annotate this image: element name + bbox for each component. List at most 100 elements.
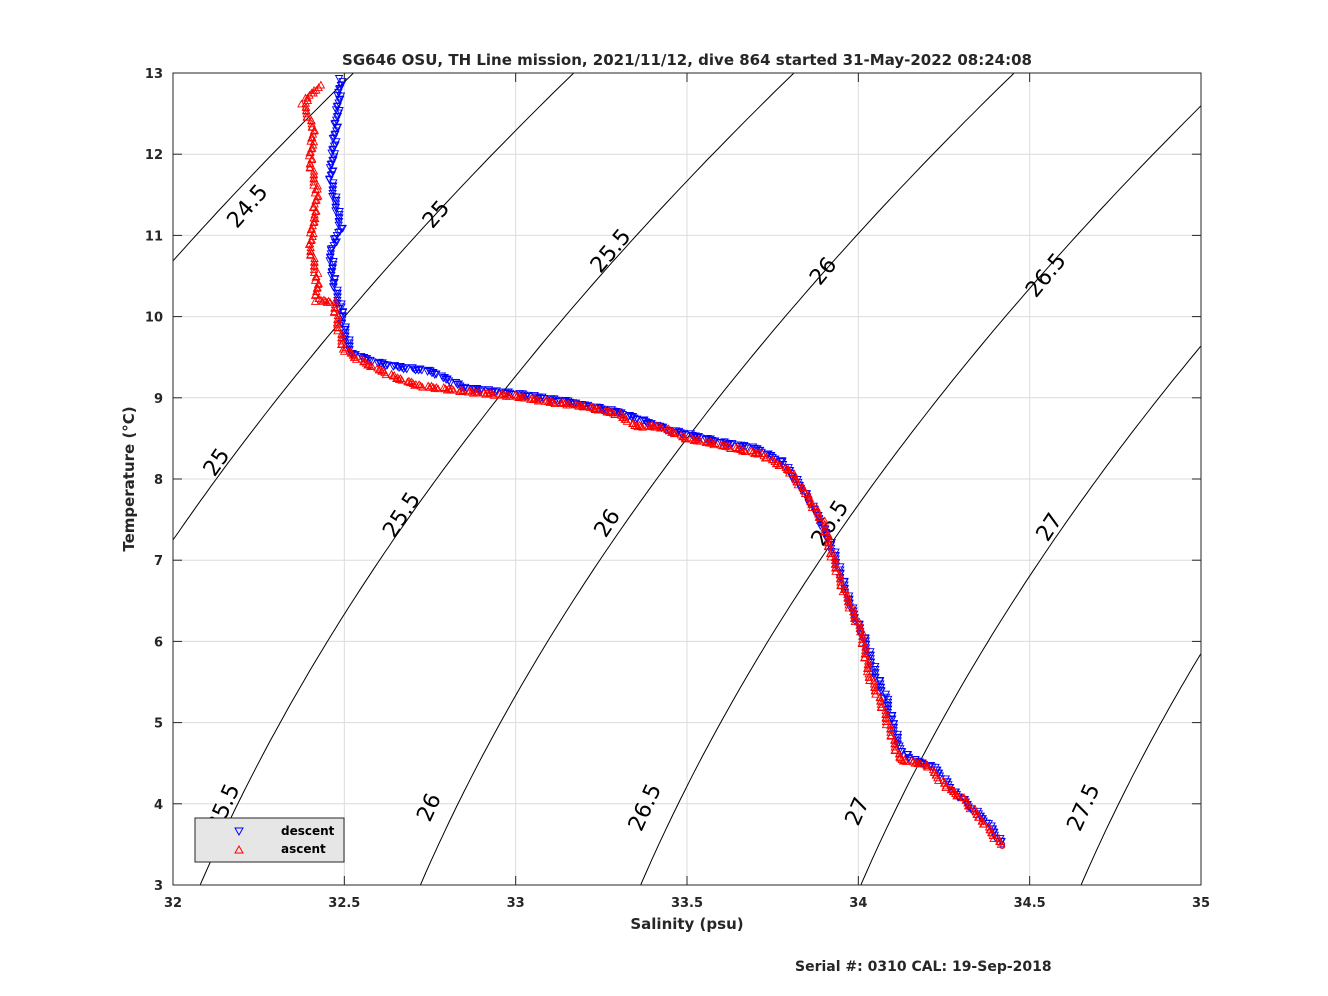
ascent-marker bbox=[941, 781, 951, 790]
ascent-marker bbox=[710, 439, 720, 448]
ascent-marker bbox=[806, 497, 816, 506]
ascent-marker bbox=[381, 370, 391, 379]
descent-marker bbox=[695, 434, 705, 443]
y-tick-label: 8 bbox=[154, 473, 163, 488]
ascent-marker bbox=[307, 133, 316, 142]
ascent-marker bbox=[465, 386, 475, 395]
ascent-marker bbox=[815, 515, 825, 524]
ascent-marker bbox=[622, 416, 632, 425]
ascent-marker bbox=[863, 660, 873, 669]
ascent-marker bbox=[432, 382, 441, 391]
legend-marker-ascent bbox=[234, 844, 244, 854]
ascent-marker bbox=[815, 513, 824, 521]
legend-label-ascent: ascent bbox=[281, 842, 326, 856]
contour-line-27.5 bbox=[1080, 652, 1201, 885]
ascent-marker bbox=[671, 428, 680, 437]
ascent-marker bbox=[900, 755, 909, 764]
ascent-marker bbox=[309, 126, 319, 135]
ascent-marker bbox=[648, 421, 658, 430]
ascent-marker bbox=[414, 380, 424, 389]
ascent-marker bbox=[739, 445, 749, 454]
ascent-marker bbox=[916, 759, 926, 768]
ascent-marker bbox=[635, 420, 644, 429]
ascent-marker bbox=[631, 421, 641, 430]
ascent-marker bbox=[863, 656, 873, 665]
ascent-marker bbox=[297, 99, 306, 108]
ascent-marker bbox=[886, 727, 895, 736]
ascent-marker bbox=[418, 382, 427, 391]
ascent-marker bbox=[571, 399, 580, 408]
ascent-marker bbox=[804, 490, 813, 499]
descent-marker bbox=[381, 362, 391, 371]
ascent-marker bbox=[907, 755, 917, 764]
ascent-marker bbox=[820, 523, 829, 532]
descent-marker bbox=[379, 360, 389, 369]
ascent-marker bbox=[784, 468, 794, 477]
ascent-marker bbox=[999, 843, 1006, 849]
descent-marker bbox=[446, 379, 455, 388]
ascent-marker bbox=[309, 229, 318, 237]
contour-line-27 bbox=[860, 345, 1201, 885]
descent-marker bbox=[630, 414, 639, 423]
descent-marker bbox=[492, 387, 501, 396]
ascent-marker bbox=[305, 159, 315, 168]
ascent-marker bbox=[333, 315, 342, 324]
legend-label-descent: descent bbox=[281, 824, 335, 838]
ascent-marker bbox=[830, 559, 840, 568]
ascent-marker bbox=[814, 509, 823, 518]
ascent-marker bbox=[565, 400, 574, 409]
ascent-marker bbox=[304, 151, 314, 160]
descent-marker bbox=[554, 396, 564, 405]
ascent-marker bbox=[941, 783, 950, 792]
ascent-marker bbox=[309, 264, 319, 273]
ascent-marker bbox=[820, 516, 829, 525]
legend-marker-descent bbox=[234, 827, 244, 837]
ascent-marker bbox=[388, 371, 398, 380]
ascent-marker bbox=[709, 440, 718, 449]
contour-line-26 bbox=[419, 73, 1015, 885]
ascent-marker bbox=[339, 346, 349, 355]
ascent-marker bbox=[857, 635, 867, 644]
ascent-marker bbox=[775, 460, 785, 469]
ascent-marker bbox=[849, 610, 859, 619]
ascent-marker bbox=[330, 303, 339, 312]
ascent-marker bbox=[331, 296, 340, 305]
ascent-marker bbox=[807, 503, 817, 512]
ascent-marker bbox=[510, 390, 520, 399]
ascent-marker bbox=[330, 299, 340, 308]
ascent-marker bbox=[850, 614, 859, 623]
ascent-marker bbox=[547, 396, 556, 405]
ascent-marker bbox=[302, 109, 311, 118]
ascent-marker bbox=[863, 664, 872, 673]
x-tick-label: 32 bbox=[164, 896, 182, 911]
y-tick-label: 13 bbox=[145, 67, 163, 82]
ascent-marker bbox=[410, 380, 419, 389]
ascent-marker bbox=[871, 689, 880, 698]
ascent-marker bbox=[324, 296, 333, 305]
ascent-marker bbox=[458, 386, 467, 395]
descent-marker bbox=[728, 440, 737, 449]
ascent-marker bbox=[587, 401, 597, 410]
ascent-marker bbox=[311, 185, 320, 194]
y-tick-label: 6 bbox=[154, 635, 163, 650]
ascent-marker bbox=[881, 717, 891, 725]
x-tick-label: 34.5 bbox=[1014, 896, 1046, 911]
ascent-marker bbox=[686, 433, 696, 442]
ascent-marker bbox=[870, 686, 880, 695]
ascent-marker bbox=[807, 500, 816, 509]
ascent-marker bbox=[789, 468, 799, 477]
ascent-marker bbox=[530, 393, 540, 402]
ascent-marker bbox=[934, 775, 943, 784]
descent-marker bbox=[430, 371, 440, 379]
y-tick-label: 3 bbox=[154, 879, 163, 894]
ascent-marker bbox=[844, 600, 853, 609]
ascent-marker bbox=[726, 444, 735, 452]
ascent-marker bbox=[439, 383, 449, 391]
descent-marker bbox=[327, 149, 336, 158]
ascent-marker bbox=[503, 390, 513, 399]
ascent-marker bbox=[433, 384, 443, 393]
ascent-marker bbox=[309, 137, 319, 146]
descent-marker bbox=[335, 107, 344, 115]
ascent-marker bbox=[310, 257, 319, 266]
descent-marker bbox=[417, 366, 427, 375]
